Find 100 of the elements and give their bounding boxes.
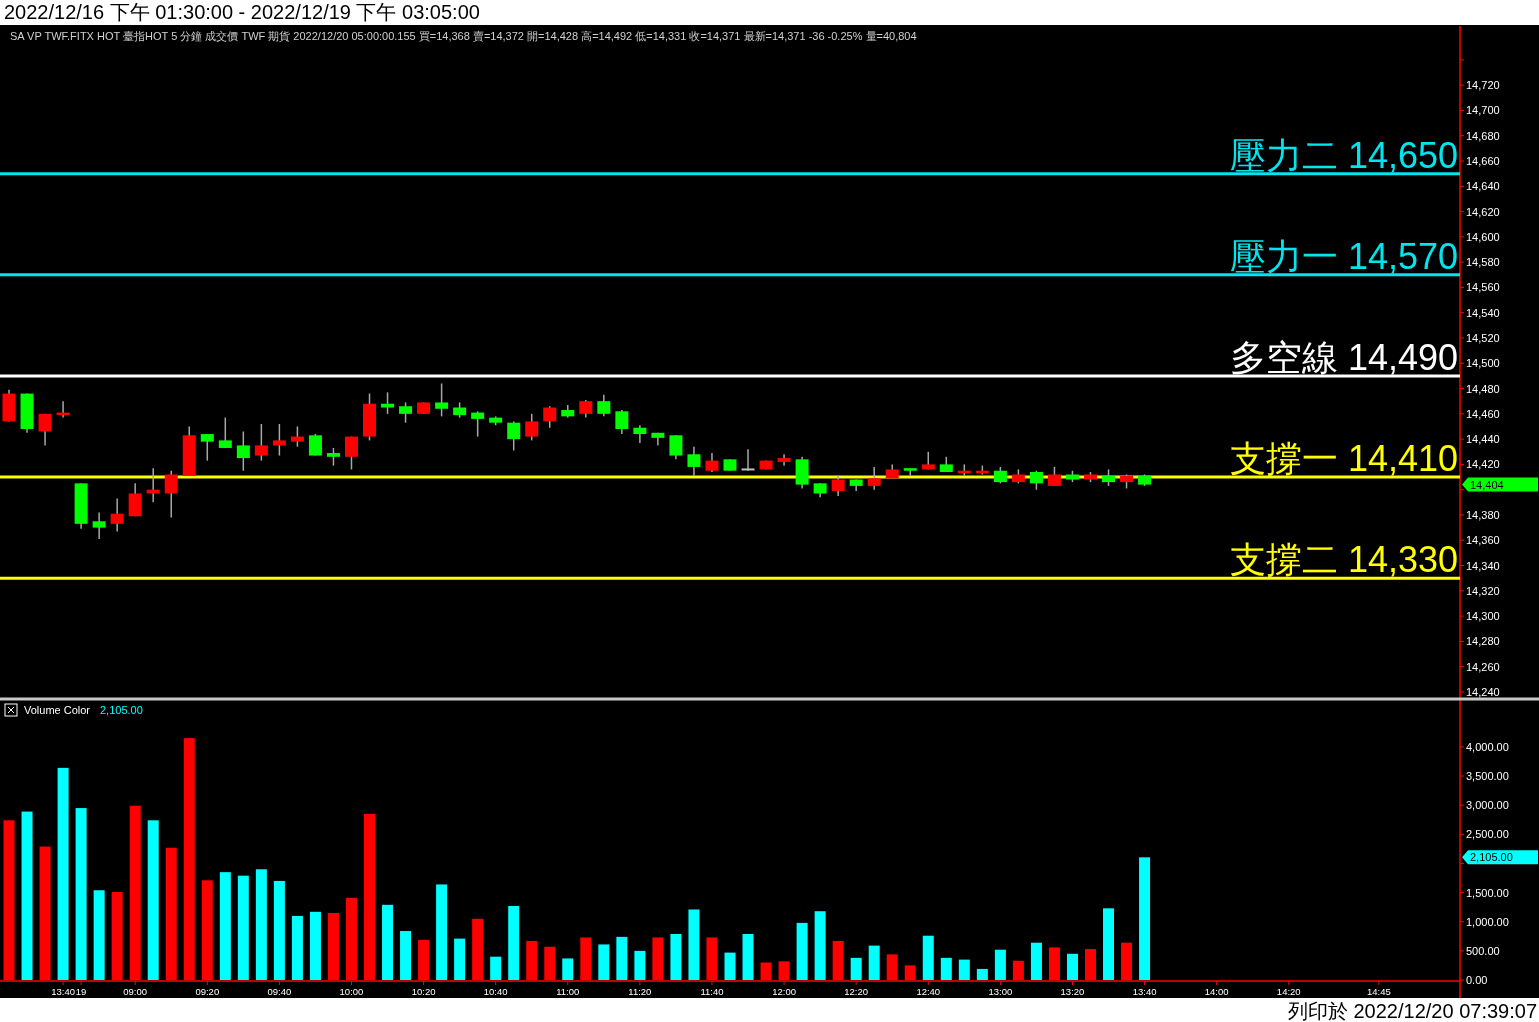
- y-tick-label: 4,000.00: [1466, 740, 1509, 753]
- y-tick-label: 14,560: [1466, 281, 1500, 294]
- y-tick-label: 14,680: [1466, 129, 1500, 142]
- x-tick-label: 09:40: [267, 986, 292, 997]
- x-tick-label: 09:20: [195, 986, 220, 997]
- bar: [400, 931, 412, 980]
- y-tick-label: 14,280: [1466, 635, 1500, 648]
- y-tick-label: 14,520: [1466, 331, 1500, 344]
- ref-line: 支撐二 14,330: [0, 539, 1460, 581]
- x-tick-label: 10:40: [483, 986, 508, 997]
- y-tick-label: 500.00: [1466, 944, 1500, 957]
- y-tick-label: 2,500.00: [1466, 828, 1509, 841]
- y-tick-label: 14,460: [1466, 407, 1500, 420]
- chart-title: 2022/12/16 下午 01:30:00 - 2022/12/19 下午 03:05:00: [4, 1, 480, 23]
- bar: [436, 884, 448, 980]
- ref-line-label: 多空線 14,490: [1229, 336, 1458, 378]
- bar: [670, 933, 682, 980]
- y-tick-label: 14,640: [1466, 180, 1500, 193]
- y-tick-label: 14,380: [1466, 508, 1500, 521]
- ref-line: 多空線 14,490: [0, 336, 1460, 378]
- bar: [688, 909, 700, 980]
- bar: [382, 904, 394, 980]
- x-tick-label: 14:45: [1367, 986, 1391, 997]
- bar: [291, 915, 303, 980]
- bar: [958, 959, 970, 980]
- y-tick-label: 1,000.00: [1466, 915, 1509, 928]
- y-tick-label: 14,440: [1466, 433, 1500, 446]
- bar: [1066, 953, 1078, 980]
- text: 列印於 2022/12/20 07:39:07: [1287, 1000, 1537, 1022]
- y-tick-label: 14,300: [1466, 610, 1500, 623]
- x-tick-label: 14:20: [1276, 986, 1301, 997]
- bar: [814, 911, 826, 980]
- y-tick-label: 14,420: [1466, 458, 1500, 471]
- y-tick-label: 14,500: [1466, 357, 1500, 370]
- y-tick-label: 3,000.00: [1466, 799, 1509, 812]
- y-tick-label: 14,480: [1466, 382, 1500, 395]
- bar: [1030, 942, 1042, 980]
- x-tick-label: 09:00: [123, 986, 148, 997]
- bar: [75, 808, 87, 980]
- x-tick-label: 14:00: [1204, 986, 1229, 997]
- y-tick-label: 14,540: [1466, 306, 1500, 319]
- x-tick-label: 19: [75, 986, 87, 997]
- bar: [868, 945, 880, 980]
- ref-line-label: 壓力一 14,570: [1229, 235, 1458, 277]
- x-tick-label: 13:20: [1060, 986, 1085, 997]
- y-tick-label: 14,620: [1466, 205, 1500, 218]
- chart-subtitle: 2,105.00: [100, 704, 143, 716]
- ref-line-label: 支撐一 14,410: [1229, 438, 1458, 480]
- x-tick-label: 11:20: [628, 986, 652, 997]
- x-tick-label: 13:40: [1132, 986, 1157, 997]
- bar: [634, 950, 646, 980]
- y-tick-label: 14,600: [1466, 230, 1500, 243]
- chart-title: Volume Color: [24, 704, 91, 716]
- y-tick-label: 14,260: [1466, 660, 1500, 673]
- x-tick-label: 12:00: [772, 986, 796, 997]
- ref-line: 壓力二 14,650: [0, 134, 1460, 176]
- y-tick-label: 14,580: [1466, 256, 1500, 269]
- ref-line: 支撐一 14,410: [0, 438, 1460, 480]
- bar: [796, 922, 808, 980]
- last-value-tag: 2,105.00: [1462, 850, 1538, 865]
- bar: [273, 880, 285, 980]
- y-tick-label: 1,500.00: [1466, 886, 1509, 899]
- y-tick-label: 14,320: [1466, 584, 1500, 597]
- y-tick-label: 0.00: [1466, 974, 1488, 986]
- y-tick-label: 14,240: [1466, 685, 1500, 698]
- bar: [1139, 857, 1151, 980]
- x-tick-label: 10:00: [339, 986, 364, 997]
- bar: [490, 956, 502, 980]
- x-tick-label: 12:20: [844, 986, 869, 997]
- bar: [147, 820, 159, 980]
- x-tick-label: 13:40: [51, 986, 75, 997]
- ref-line: 壓力一 14,570: [0, 235, 1460, 277]
- bar: [237, 875, 249, 980]
- y-tick-label: 14,360: [1466, 534, 1500, 547]
- bar: [219, 872, 231, 980]
- bar: [976, 968, 988, 980]
- y-tick-label: 14,720: [1466, 79, 1500, 92]
- ref-line-label: 支撐二 14,330: [1229, 539, 1458, 581]
- y-tick-label: 14,660: [1466, 155, 1500, 167]
- bar: [454, 938, 466, 980]
- x-tick-label: 12:40: [916, 986, 941, 997]
- x-tick-label: 11:40: [700, 986, 724, 997]
- y-tick-label: 3,500.00: [1466, 770, 1509, 783]
- y-tick-label: 14,700: [1466, 104, 1500, 117]
- bar: [940, 957, 952, 980]
- chart-subtitle: SA VP TWF.FITX HOT 臺指HOT 5 分鐘 成交價 TWF 期貨 2022/12/20 05:00:00.155 買=14,368 賣=14,372 開=14,428 高=14,492 低=14,331 收=14,371 最新=14,371 -36 -0.25% 量=40,804: [10, 30, 917, 42]
- bar: [508, 905, 520, 980]
- bar: [57, 767, 69, 980]
- bar: [994, 949, 1006, 980]
- x-tick-label: 13:00: [988, 986, 1013, 997]
- bar: [21, 811, 33, 980]
- bar: [562, 958, 574, 980]
- bar: [1103, 908, 1115, 980]
- bar: [93, 890, 105, 980]
- bar: [724, 952, 736, 980]
- bar: [255, 869, 267, 980]
- y-tick-label: 14,340: [1466, 559, 1500, 572]
- bar: [616, 936, 628, 980]
- bar: [922, 935, 934, 980]
- bar: [850, 957, 862, 980]
